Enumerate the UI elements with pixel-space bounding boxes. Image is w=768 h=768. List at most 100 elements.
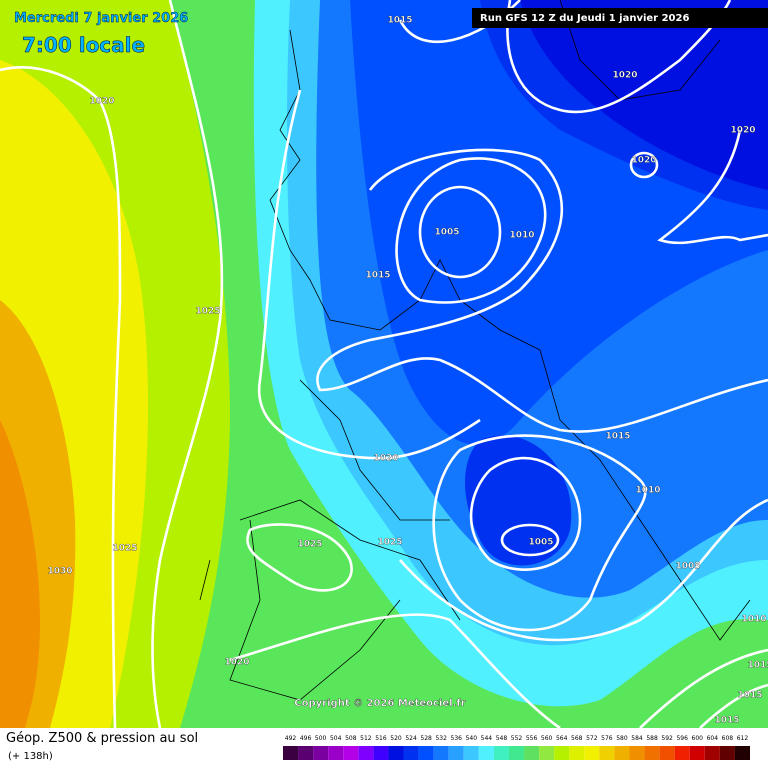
isobar-label: 1005 [528, 538, 553, 548]
legend-swatch [719, 746, 735, 760]
legend-swatch [313, 746, 329, 760]
legend-swatch [343, 746, 359, 760]
isobar [395, 157, 547, 304]
legend-swatch [328, 746, 344, 760]
legend-label: 496 [300, 735, 312, 742]
isobar [506, 0, 732, 114]
legend-label: 492 [285, 735, 297, 742]
legend-label: 520 [390, 735, 402, 742]
isobar-label: 1015 [747, 661, 768, 671]
run-text: Run GFS 12 Z du Jeudi 1 janvier 2026 [480, 13, 689, 24]
legend-swatch [358, 746, 374, 760]
legend-swatch [554, 746, 570, 760]
isobar-label: 1020 [89, 97, 114, 107]
legend-swatch [629, 746, 645, 760]
legend-label: 544 [481, 735, 493, 742]
legend-label: 592 [661, 735, 673, 742]
legend-swatch [539, 746, 555, 760]
legend-swatch [734, 746, 750, 760]
legend-label: 552 [511, 735, 523, 742]
isobar-label: 1005 [675, 562, 700, 572]
isobar [657, 129, 768, 245]
isobar-label: 1020 [612, 71, 637, 81]
isobar-label: 1010 [509, 231, 534, 241]
legend-label: 500 [315, 735, 327, 742]
isobar-label: 1015 [365, 271, 390, 281]
legend-label: 576 [601, 735, 613, 742]
copyright: Copyright © 2026 Meteociel.fr [294, 698, 465, 709]
legend-label: 536 [451, 735, 463, 742]
footer-title: Géop. Z500 & pression au sol [6, 731, 198, 746]
legend-swatch [478, 746, 494, 760]
color-legend: 492 496 500 504 508 512 516 520 524 528 532 536 540 5… [283, 735, 750, 760]
date-text: Mercredi 7 janvier 2026 [14, 11, 188, 26]
isobar [316, 148, 768, 433]
legend-swatch [433, 746, 449, 760]
field-deepblue [520, 0, 768, 190]
legend-swatch [689, 746, 705, 760]
footer-lead: (+ 138h) [8, 751, 53, 762]
isobar [639, 648, 768, 729]
isobar [699, 683, 768, 729]
isobar-label: 1015 [387, 16, 412, 26]
isobar [246, 523, 353, 592]
legend-swatch [493, 746, 509, 760]
legend-label: 596 [676, 735, 688, 742]
isobar [629, 151, 659, 179]
legend-swatch [418, 746, 434, 760]
legend-label: 588 [646, 735, 658, 742]
time-text: 7:00 locale [22, 33, 145, 57]
isobar [229, 613, 561, 730]
legend-swatch [448, 746, 464, 760]
isobar-label: 1020 [631, 156, 656, 166]
isobar [432, 434, 647, 632]
isobar-label: 1025 [377, 538, 402, 548]
isobar-label: 1025 [297, 540, 322, 550]
legend-swatch [283, 746, 299, 760]
legend-swatch [463, 746, 479, 760]
coastline [229, 0, 751, 701]
isobar-label: 1020 [730, 126, 755, 136]
legend-label: 508 [345, 735, 357, 742]
isobar [500, 523, 560, 557]
legend-label: 560 [541, 735, 553, 742]
isobar-label: 1015 [714, 716, 739, 726]
legend-label: 512 [360, 735, 372, 742]
legend-swatch [614, 746, 630, 760]
legend-label: 584 [631, 735, 643, 742]
legend-swatch [584, 746, 600, 760]
isobar [257, 89, 481, 460]
legend-swatch [599, 746, 615, 760]
legend-label: 604 [707, 735, 719, 742]
isobar-label: 1015 [605, 432, 630, 442]
legend-label: 556 [526, 735, 538, 742]
legend-label: 528 [420, 735, 432, 742]
legend-label: 580 [616, 735, 628, 742]
isobar-label: 1025 [112, 544, 137, 554]
legend-swatch [644, 746, 660, 760]
legend-swatch [674, 746, 690, 760]
legend-swatch [659, 746, 675, 760]
legend-label: 524 [405, 735, 417, 742]
legend-swatch [388, 746, 404, 760]
legend-swatch [524, 746, 540, 760]
legend-swatch [704, 746, 720, 760]
isobar [418, 185, 502, 279]
legend-label: 572 [586, 735, 598, 742]
isobar [469, 456, 582, 571]
legend-label: 608 [722, 735, 734, 742]
legend-label: 548 [496, 735, 508, 742]
isobar-label: 1020 [224, 658, 249, 668]
isobar-label: 1010 [741, 615, 766, 625]
legend-label: 612 [737, 735, 749, 742]
isobar-label: 1030 [47, 567, 72, 577]
legend-label: 564 [556, 735, 568, 742]
legend-label: 504 [330, 735, 342, 742]
isobar-label: 1010 [635, 486, 660, 496]
isobar-labels: 1015 1020 1020 1020 1020 1005 1010 1015 1025 1020… [47, 15, 768, 726]
isobar-label: 1020 [373, 454, 398, 464]
field-orange [0, 420, 40, 728]
isobar [399, 498, 768, 642]
